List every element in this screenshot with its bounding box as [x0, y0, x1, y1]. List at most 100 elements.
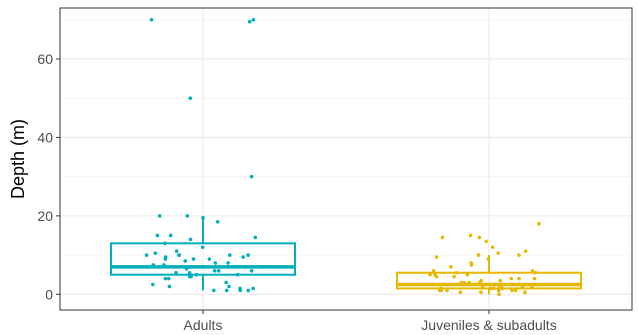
data-point — [207, 257, 212, 261]
data-point — [246, 253, 250, 257]
data-point — [183, 259, 188, 263]
data-point — [157, 214, 162, 218]
data-point — [498, 278, 503, 283]
data-point — [486, 257, 491, 261]
data-point — [500, 286, 505, 291]
data-point — [200, 245, 205, 250]
data-point — [467, 280, 471, 285]
data-point — [491, 286, 496, 291]
y-tick-label: 20 — [37, 208, 53, 224]
data-point — [185, 214, 190, 218]
data-point — [166, 276, 171, 281]
data-point — [194, 272, 199, 277]
data-point — [174, 270, 178, 275]
grid-layer — [60, 8, 632, 310]
data-point — [510, 288, 514, 293]
data-point — [215, 219, 220, 224]
data-point — [249, 268, 254, 273]
data-point — [155, 233, 160, 238]
data-point — [241, 255, 245, 259]
data-point — [520, 284, 525, 289]
data-point — [530, 284, 534, 289]
data-point — [488, 286, 493, 291]
data-point — [246, 288, 251, 293]
data-point — [533, 270, 538, 275]
box-group-0 — [110, 17, 296, 293]
data-point — [440, 235, 445, 240]
data-point — [187, 274, 192, 279]
data-point — [490, 245, 495, 250]
data-point — [450, 282, 454, 287]
data-point — [216, 268, 221, 273]
data-point — [189, 265, 193, 269]
data-point — [184, 267, 189, 271]
data-point — [477, 235, 482, 240]
data-point — [163, 241, 167, 246]
data-point — [153, 251, 158, 255]
data-point — [530, 268, 535, 273]
data-point — [517, 253, 521, 257]
data-point — [439, 288, 444, 293]
data-point — [260, 265, 265, 269]
data-point — [480, 284, 485, 289]
data-point — [459, 280, 464, 285]
data-point — [227, 284, 231, 289]
data-point — [247, 19, 252, 24]
data-point — [434, 274, 439, 279]
data-point — [168, 233, 173, 238]
panel-border-layer — [59, 7, 633, 311]
panel-border — [59, 7, 633, 311]
data-point — [177, 253, 181, 257]
y-axis-title: Depth (m) — [8, 119, 28, 199]
box-group-1 — [396, 221, 582, 297]
data-point — [174, 249, 179, 253]
panel-background — [60, 8, 632, 310]
data-point — [477, 280, 482, 285]
data-point — [431, 268, 436, 273]
data-point — [537, 221, 541, 226]
y-tick-label: 40 — [37, 129, 53, 145]
box-iqr — [110, 242, 296, 276]
data-point — [509, 276, 514, 281]
data-point — [471, 282, 476, 287]
data-point — [449, 265, 453, 269]
data-point — [253, 235, 258, 240]
data-point — [479, 290, 483, 295]
data-point — [146, 265, 150, 269]
data-point — [163, 276, 168, 281]
data-point — [191, 257, 196, 261]
data-point — [496, 288, 501, 293]
data-point — [428, 272, 432, 277]
data-point — [458, 290, 463, 295]
data-point — [212, 288, 216, 293]
data-point — [249, 174, 254, 179]
axes-layer: 0 20 40 60 Adults Juveniles & subadults — [37, 51, 556, 333]
data-point — [212, 268, 217, 273]
data-point — [513, 288, 518, 293]
data-point — [454, 270, 459, 275]
data-point — [151, 282, 155, 287]
data-point — [532, 276, 537, 281]
data-point — [452, 274, 456, 279]
data-point — [224, 288, 229, 293]
data-point — [465, 272, 470, 277]
data-point — [224, 280, 228, 285]
data-point — [484, 239, 489, 244]
data-point — [445, 288, 449, 293]
x-tick-label: Adults — [184, 317, 223, 333]
y-tick-label: 60 — [37, 51, 53, 67]
data-point — [201, 216, 205, 220]
data-point — [167, 284, 172, 289]
data-point — [434, 255, 439, 259]
data-point — [151, 263, 156, 267]
data-point — [469, 263, 474, 267]
groups-layer — [110, 17, 582, 297]
data-point — [523, 290, 527, 295]
data-point — [476, 253, 481, 257]
data-point — [238, 288, 243, 293]
data-point — [468, 233, 473, 238]
data-point — [235, 272, 240, 277]
data-point — [251, 286, 256, 291]
